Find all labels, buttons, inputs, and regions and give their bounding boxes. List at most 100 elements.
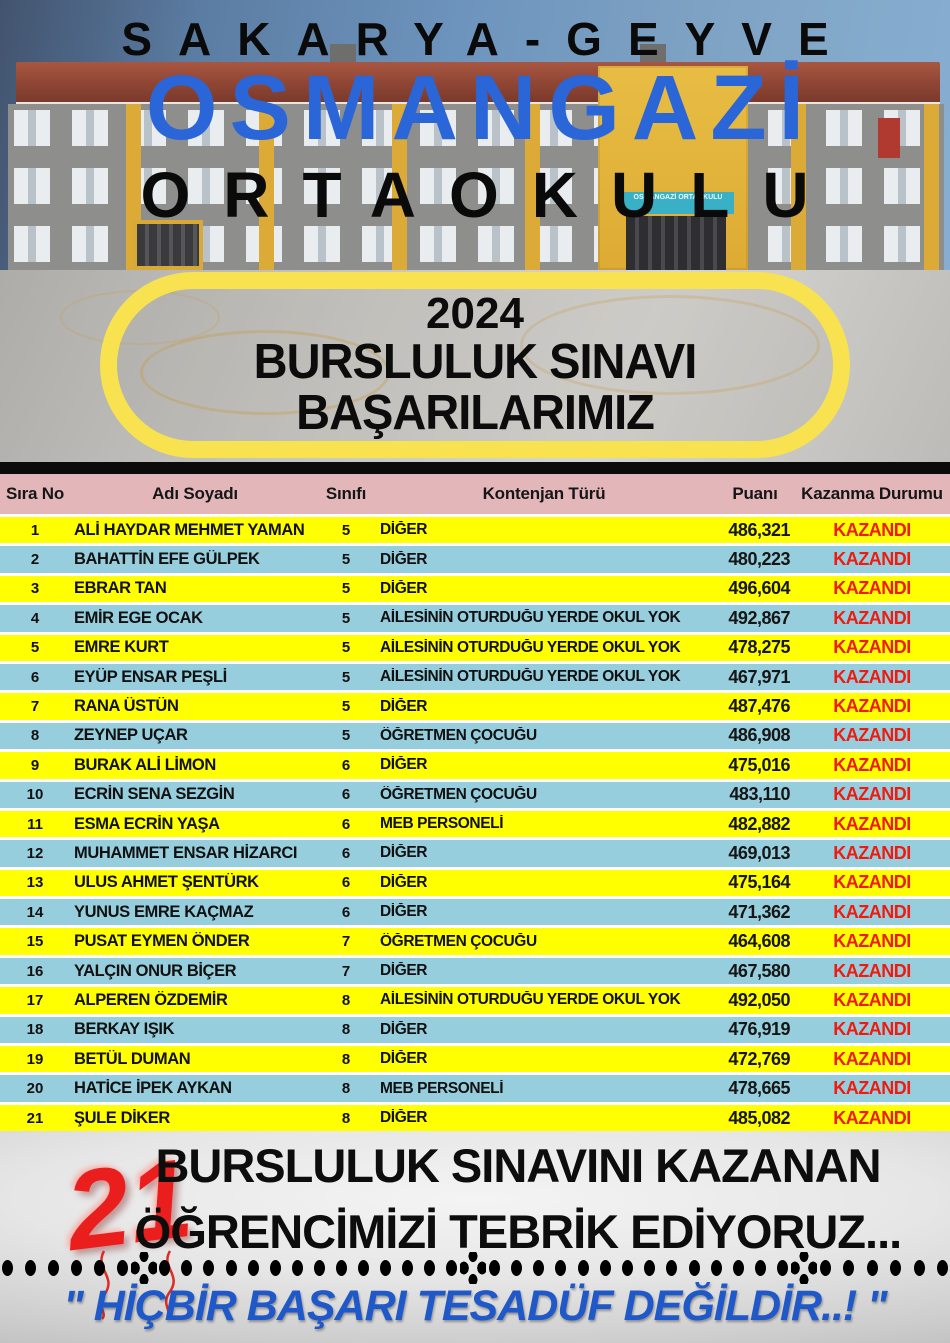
- quota-type: DİĞER: [380, 903, 428, 921]
- dot: [269, 1260, 281, 1276]
- table-row: 9 BURAK ALİ LİMON 6 DİĞER 475,016 KAZANDI: [0, 752, 950, 779]
- status-badge: KAZANDI: [833, 1078, 911, 1099]
- student-name: RANA ÜSTÜN: [74, 697, 179, 716]
- quota-type: ÖĞRETMEN ÇOCUĞU: [380, 932, 537, 950]
- quota-type: DİĞER: [380, 873, 428, 891]
- row-number: 15: [26, 933, 44, 951]
- table-row: 7 RANA ÜSTÜN 5 DİĞER 487,476 KAZANDI: [0, 693, 950, 720]
- motto-quote: " HİÇBİR BAŞARI TESADÜF DEĞİLDİR..! ": [63, 1282, 887, 1330]
- quota-type: DİĞER: [380, 521, 428, 539]
- dot: [777, 1260, 789, 1276]
- score: 476,919: [728, 1019, 790, 1040]
- grade: 5: [341, 580, 351, 598]
- row-number: 7: [30, 698, 40, 716]
- row-number: 12: [26, 844, 44, 862]
- status-badge: KAZANDI: [833, 1107, 911, 1128]
- dot: [866, 1260, 878, 1276]
- dot: [644, 1260, 656, 1276]
- dot: [159, 1260, 171, 1276]
- quota-type: MEB PERSONELİ: [380, 815, 504, 833]
- dot-cluster: [791, 1252, 818, 1284]
- score: 492,050: [728, 989, 790, 1010]
- grade: 5: [341, 727, 351, 745]
- status-badge: KAZANDI: [833, 813, 911, 834]
- student-name: BURAK ALİ LİMON: [74, 755, 216, 774]
- row-number: 4: [30, 609, 40, 627]
- footer-banner: 21 BURSLULUK SINAVINI KAZANAN ÖĞRENCİMİZ…: [0, 1131, 950, 1343]
- student-name: EMRE KURT: [74, 638, 169, 657]
- student-name: PUSAT EYMEN ÖNDER: [74, 932, 250, 951]
- row-number: 17: [26, 991, 44, 1009]
- column-header-5: Kazanma Durumu: [801, 484, 943, 503]
- status-badge: KAZANDI: [833, 784, 911, 805]
- table-row: 16 YALÇIN ONUR BİÇER 7 DİĞER 467,580 KAZANDI: [0, 957, 950, 985]
- entrance-gate: [626, 216, 726, 270]
- row-number: 11: [27, 815, 43, 833]
- table-header-row: Sıra No Adı Soyadı Sınıfı Kontenjan Türü Pua…: [0, 474, 950, 514]
- quota-type: AİLESİNİN OTURDUĞU YERDE OKUL YOK: [380, 668, 681, 686]
- grade: 8: [341, 1050, 351, 1068]
- dot: [599, 1260, 611, 1276]
- status-badge: KAZANDI: [833, 931, 911, 952]
- status-badge: KAZANDI: [833, 754, 911, 775]
- dot-segment: [2, 1260, 128, 1276]
- grade: 5: [341, 609, 351, 627]
- table-row: 5 EMRE KURT 5 AİLESİNİN OTURDUĞU YERDE OKUL…: [0, 634, 950, 661]
- dot: [247, 1260, 259, 1276]
- quota-type: ÖĞRETMEN ÇOCUĞU: [380, 785, 537, 803]
- table-row: 3 EBRAR TAN 5 DİĞER 496,604 KAZANDI: [0, 575, 950, 603]
- row-number: 20: [26, 1080, 44, 1098]
- row-number: 8: [30, 727, 40, 745]
- score: 483,110: [729, 784, 790, 805]
- score: 487,476: [728, 696, 790, 717]
- dot: [2, 1260, 13, 1276]
- student-name: ALİ HAYDAR MEHMET YAMAN: [74, 520, 305, 539]
- quota-type: DİĞER: [380, 844, 428, 862]
- dot: [936, 1260, 948, 1276]
- status-badge: KAZANDI: [833, 1048, 911, 1069]
- grade: 6: [341, 844, 351, 862]
- row-number: 1: [30, 521, 40, 539]
- score: 480,223: [728, 549, 790, 570]
- grade: 5: [341, 521, 351, 539]
- poster-location-title: SAKARYA-GEYVE: [121, 13, 855, 65]
- row-number: 6: [30, 668, 40, 686]
- dot: [402, 1260, 413, 1276]
- status-badge: KAZANDI: [833, 578, 911, 599]
- table-row: 12 MUHAMMET ENSAR HİZARCI 6 DİĞER 469,013 KAZ…: [0, 840, 950, 867]
- score: 472,769: [728, 1048, 790, 1069]
- status-badge: KAZANDI: [833, 842, 911, 863]
- column-header-0: Sıra No: [5, 484, 65, 503]
- table-row: 18 BERKAY IŞIK 8 DİĞER 476,919 KAZANDI: [0, 1016, 950, 1044]
- divider-bar: [0, 462, 950, 474]
- table-row: 14 YUNUS EMRE KAÇMAZ 6 DİĞER 471,362 KAZANDI: [0, 899, 950, 926]
- dot: [71, 1260, 82, 1276]
- dot: [117, 1260, 128, 1276]
- table-row: 11 ESMA ECRİN YAŞA 6 MEB PERSONELİ 482,882 KA…: [0, 810, 950, 838]
- dot: [291, 1260, 303, 1276]
- quota-type: MEB PERSONELİ: [380, 1079, 504, 1097]
- score: 475,164: [728, 872, 790, 893]
- dot-cluster: [130, 1252, 157, 1284]
- column-header-2: Sınıfı: [325, 484, 367, 503]
- dot: [225, 1260, 237, 1276]
- grade: 8: [341, 1109, 351, 1127]
- congrats-text: BURSLULUK SINAVINI KAZANAN ÖĞRENCİMİZİ T…: [88, 1139, 948, 1259]
- score: 467,580: [728, 960, 790, 981]
- row-number: 5: [30, 639, 40, 657]
- dot: [357, 1260, 369, 1276]
- status-badge: KAZANDI: [833, 519, 911, 540]
- student-name: EMİR EGE OCAK: [74, 608, 203, 627]
- congrats-line1: BURSLULUK SINAVINI KAZANAN: [155, 1139, 881, 1192]
- dot: [446, 1260, 458, 1276]
- dot: [666, 1260, 678, 1276]
- table-body: 1 ALİ HAYDAR MEHMET YAMAN 5 DİĞER 486,321 KAZ…: [0, 514, 950, 1131]
- dot: [533, 1260, 545, 1276]
- table-row: 15 PUSAT EYMEN ÖNDER 7 ÖĞRETMEN ÇOCUĞU 464,6…: [0, 928, 950, 955]
- poster-school-name: OSMANGAZİ: [145, 57, 817, 159]
- grade: 8: [341, 1021, 351, 1039]
- row-number: 13: [26, 874, 44, 892]
- score: 486,908: [728, 725, 790, 746]
- column-header-1: Adı Soyadı: [152, 484, 238, 503]
- student-name: MUHAMMET ENSAR HİZARCI: [74, 843, 298, 862]
